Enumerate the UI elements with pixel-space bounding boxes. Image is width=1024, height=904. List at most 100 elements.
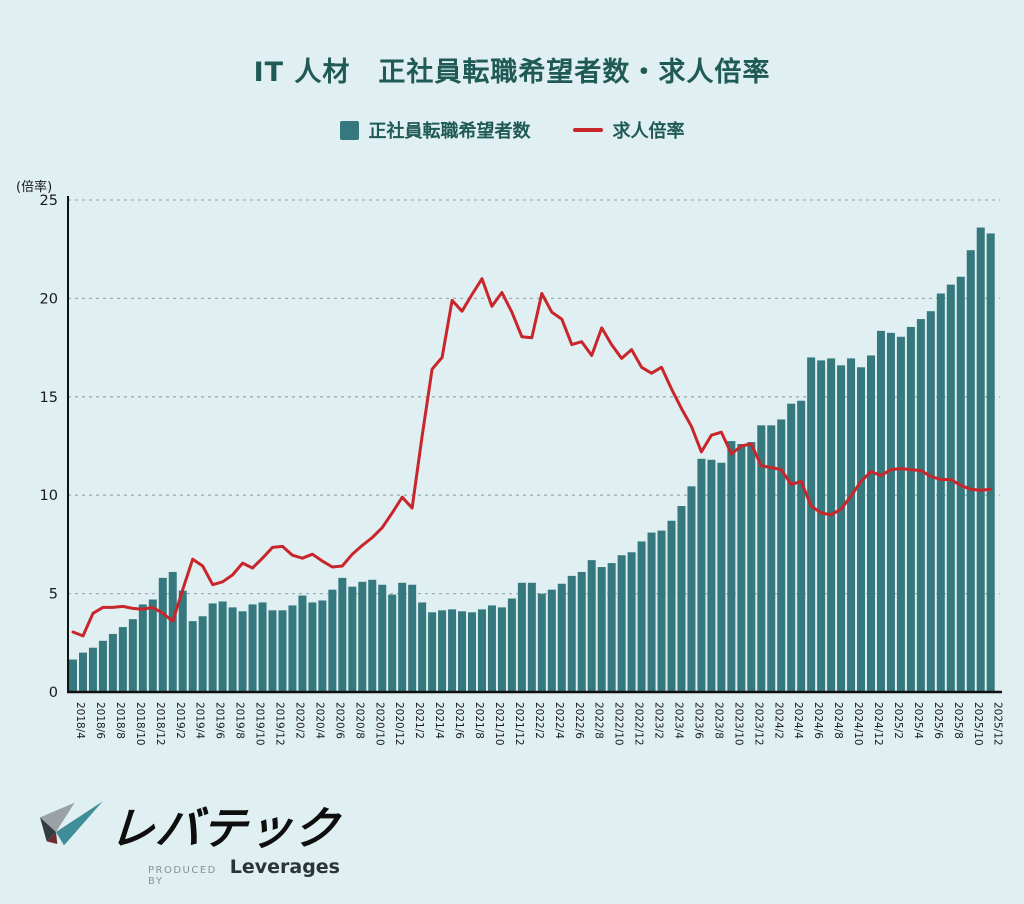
bar [577,571,586,692]
bar [757,425,766,692]
x-tick-label: 2021/10 [493,702,505,746]
x-tick-label: 2021/8 [473,702,485,739]
x-tick-label: 2023/2 [653,702,665,739]
bar [557,583,566,692]
x-tick-label: 2025/6 [932,702,944,739]
bar [108,633,117,692]
x-tick-label: 2023/10 [732,702,744,746]
bar [896,336,905,692]
x-tick-label: 2024/4 [792,702,804,739]
bar [448,609,457,692]
legend-item-bar: 正社員転職希望者数 [339,117,531,143]
x-tick-label: 2018/10 [134,702,146,746]
bar [547,589,556,692]
bar [867,355,875,692]
bar [468,612,476,692]
x-tick-label: 2025/2 [892,702,904,739]
bar [168,571,177,692]
bar [328,589,337,692]
bar [597,567,606,692]
x-tick-label: 2019/8 [234,702,246,739]
bar-swatch-icon [339,120,359,140]
x-tick-label: 2021/12 [513,702,525,746]
bar [966,250,975,692]
bar [627,552,636,692]
bar [88,647,97,692]
bar [807,357,816,692]
x-tick-label: 2024/6 [812,702,824,739]
bar [946,284,955,692]
bar [767,425,776,692]
x-tick-label: 2018/8 [114,702,126,739]
bar [268,610,277,692]
x-tick-label: 2019/12 [274,702,286,746]
x-tick-label: 2023/6 [692,702,704,739]
x-tick-label: 2022/4 [553,702,565,739]
x-tick-label: 2021/4 [433,702,445,739]
legend-item-line: 求人倍率 [572,117,685,143]
bar [747,442,756,692]
bar [827,358,836,692]
x-tick-label: 2023/8 [712,702,724,739]
combo-chart: 0 5 10 15 20 25 2018/4 2018/6 2018/8 2018/10 2018/… [40,193,1004,746]
x-tick-label: 2025/8 [952,702,964,739]
x-tick-label: 2020/6 [333,702,345,739]
bar [916,319,925,692]
x-tick-label: 2020/2 [293,702,305,739]
bar [308,602,317,692]
bar [727,441,736,692]
y-tick-label: 5 [49,587,58,603]
bar [228,607,237,692]
bar [787,403,796,692]
bar [148,599,157,692]
bar [777,419,786,692]
bar [737,444,746,692]
bar [517,582,526,692]
bar [936,293,945,692]
x-tick-label: 2021/2 [413,702,425,739]
bar [158,577,167,692]
bar [378,584,387,692]
x-tick-label: 2024/10 [852,702,864,746]
x-tick-label: 2019/2 [174,702,186,739]
x-tick-label: 2022/6 [573,702,585,739]
y-tick-label: 20 [40,291,58,307]
x-tick-label: 2022/12 [633,702,645,746]
bar [906,326,915,692]
levtech-logo-mark-icon [40,801,103,846]
bar [926,311,935,692]
y-tick-label: 0 [49,685,58,701]
x-tick-label: 2023/12 [752,702,764,746]
x-tick-label: 2020/4 [313,702,325,739]
x-tick-label: 2021/6 [453,702,465,739]
bar [986,233,995,692]
x-tick-label: 2020/8 [353,702,365,739]
x-tick-label: 2019/6 [214,702,226,739]
x-tick-label: 2025/4 [912,702,924,739]
bar [487,605,496,692]
bar [118,627,127,692]
bar [69,659,77,692]
bar [886,332,895,692]
y-tick-label: 25 [40,193,58,209]
bar [857,367,866,692]
bar [98,640,107,692]
x-tick-label: 2024/2 [772,702,784,739]
bar [477,609,486,692]
legend: 正社員転職希望者数 求人倍率 [0,117,1024,143]
bar [617,555,626,692]
chart-title: IT 人材 正社員転職希望者数・求人倍率 [253,57,771,88]
bar [368,579,377,692]
bar [677,506,686,692]
bar [318,600,327,692]
x-tick-label: 2022/8 [593,702,605,739]
bar [418,602,427,692]
bar [288,605,297,692]
legend-bar-label: 正社員転職希望者数 [368,121,531,142]
x-tick-label: 2018/6 [94,702,106,739]
bar [78,652,87,692]
legend-line-label: 求人倍率 [612,121,685,142]
bar [567,575,576,692]
bar [647,532,656,692]
x-tick-label: 2025/12 [992,702,1004,746]
